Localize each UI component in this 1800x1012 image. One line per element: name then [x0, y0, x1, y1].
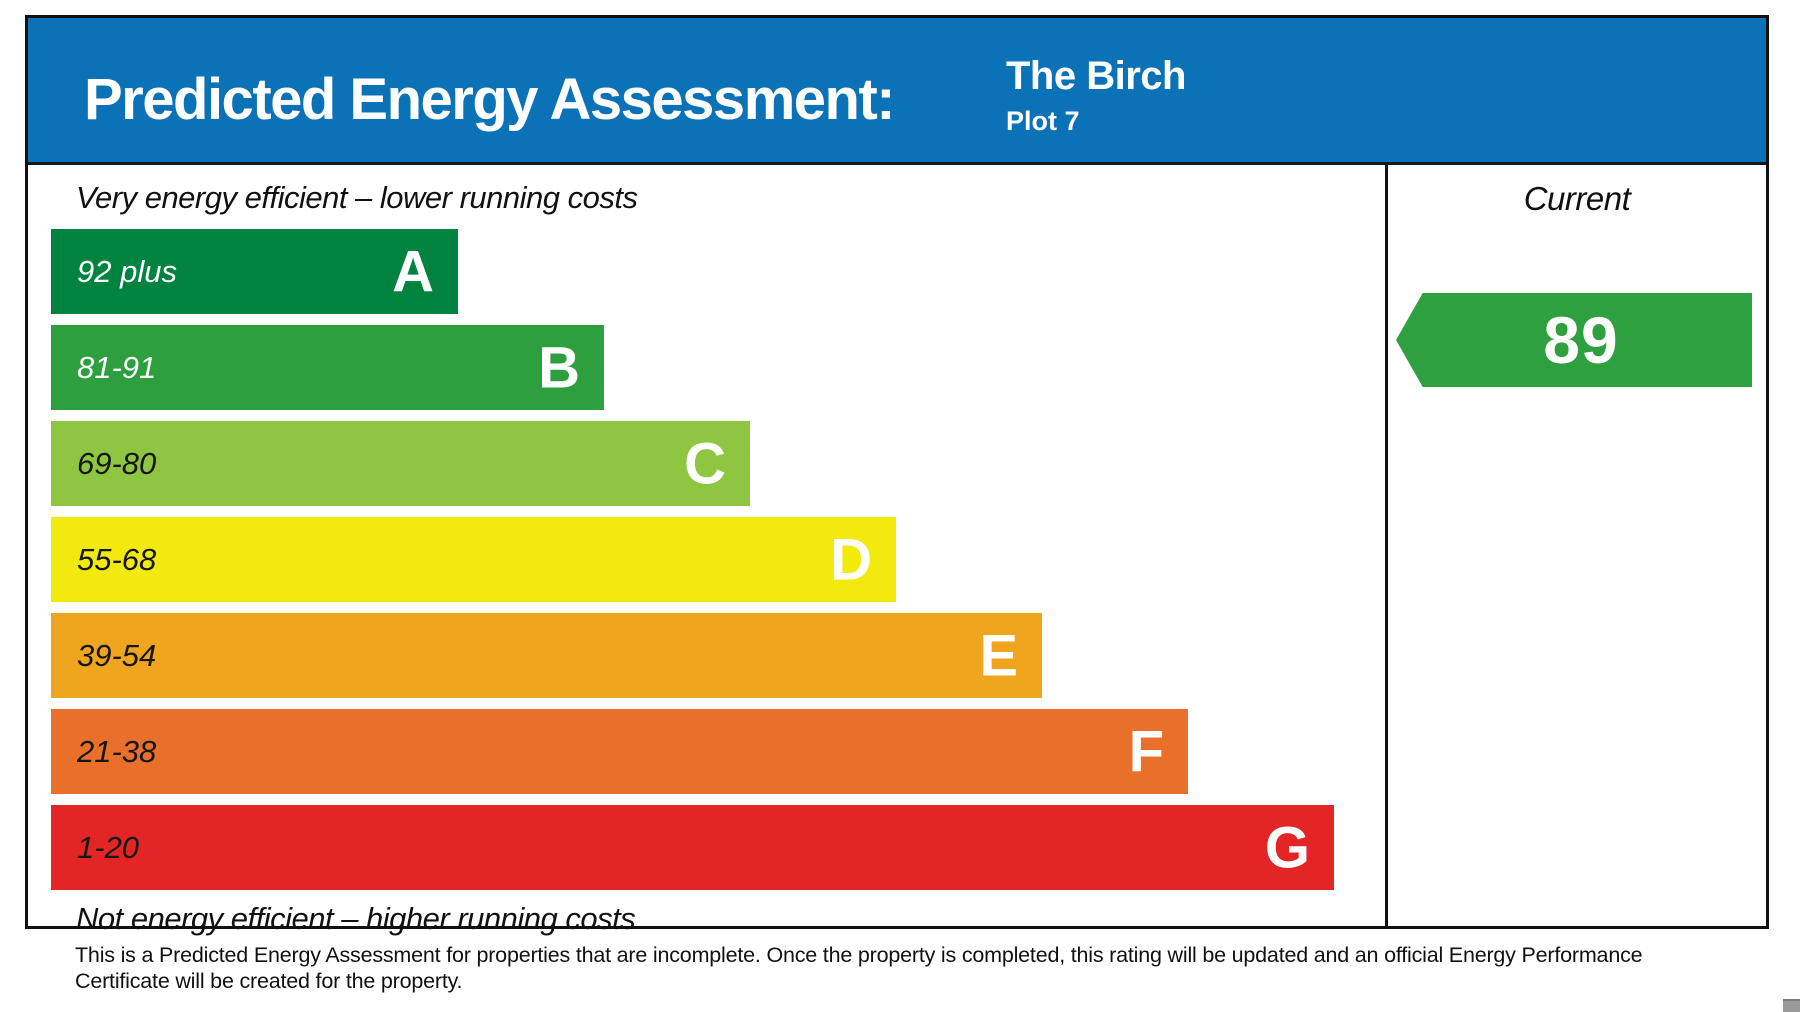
current-rating-value: 89 — [1543, 303, 1619, 377]
band-range-label: 39-54 — [77, 637, 157, 673]
epc-band-row-e: 39-54 E — [51, 613, 1042, 698]
epc-band-row-f: 21-38 F — [51, 709, 1188, 794]
band-letter: C — [684, 431, 726, 496]
epc-band-chart: Very energy efficient – lower running co… — [28, 165, 1385, 936]
band-range-label: 81-91 — [77, 349, 157, 385]
epc-header: Predicted Energy Assessment: The Birch P… — [28, 18, 1766, 165]
footer-disclaimer: This is a Predicted Energy Assessment fo… — [75, 942, 1755, 994]
epc-band-row-c: 69-80 C — [51, 421, 750, 506]
band-range-label: 21-38 — [77, 733, 157, 769]
band-letter: D — [830, 527, 872, 592]
epc-band-row-g: 1-20 G — [51, 805, 1334, 890]
epc-band-row-b: 81-91 B — [51, 325, 604, 410]
band-letter: A — [392, 239, 434, 304]
scrollbar-corner — [1783, 999, 1800, 1012]
band-range-label: 55-68 — [77, 541, 157, 577]
band-letter: E — [979, 623, 1018, 688]
band-letter: B — [538, 335, 580, 400]
property-name: The Birch — [1006, 54, 1186, 98]
epc-bands: 92 plus A 81-91 B 69-80 C 55-68 D 39-54 E 21-38 F 1-… — [51, 229, 1385, 890]
current-column-header: Current — [1523, 180, 1631, 217]
epc-certificate-box: Predicted Energy Assessment: The Birch P… — [25, 15, 1769, 936]
epc-band-row-d: 55-68 D — [51, 517, 896, 602]
current-rating-column: Current 89 — [1385, 165, 1766, 926]
epc-content: Very energy efficient – lower running co… — [28, 165, 1766, 936]
property-plot: Plot 7 — [1006, 106, 1080, 136]
band-letter: F — [1128, 719, 1164, 784]
band-letter: G — [1264, 815, 1310, 880]
footer-disclaimer-line2: Certificate will be created for the prop… — [75, 969, 463, 993]
epc-band-row-a: 92 plus A — [51, 229, 458, 314]
top-axis-caption: Very energy efficient – lower running co… — [76, 180, 638, 215]
page-title: Predicted Energy Assessment: — [84, 67, 896, 132]
footer-disclaimer-line1: This is a Predicted Energy Assessment fo… — [75, 943, 1643, 967]
band-range-label: 1-20 — [77, 829, 140, 865]
band-range-label: 69-80 — [77, 445, 157, 481]
band-range-label: 92 plus — [77, 253, 177, 289]
current-rating-arrow: 89 — [1396, 293, 1752, 387]
bottom-axis-caption: Not energy efficient – higher running co… — [76, 901, 636, 936]
